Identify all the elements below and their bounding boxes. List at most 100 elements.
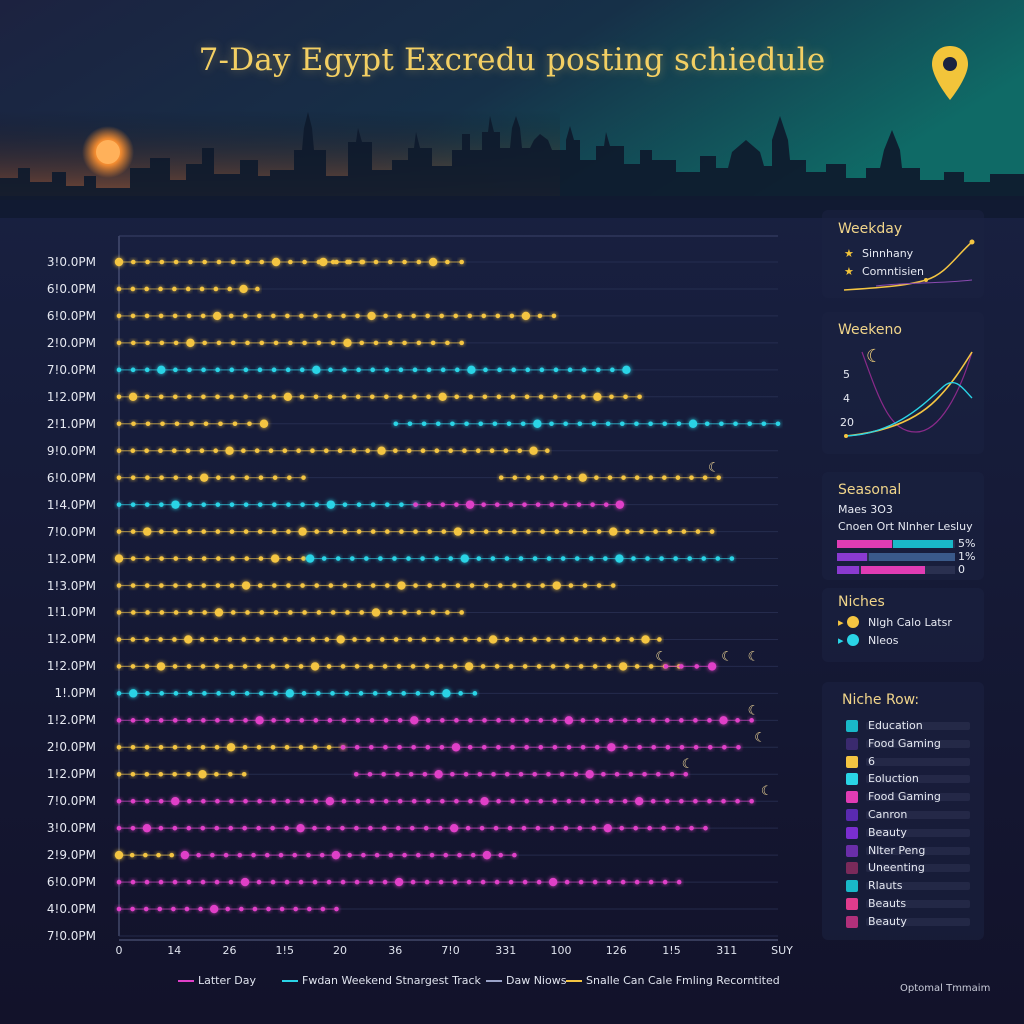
y-tick-label: 1!2.0PM bbox=[46, 389, 96, 404]
data-point bbox=[761, 421, 767, 427]
data-point bbox=[242, 744, 248, 750]
data-point bbox=[464, 421, 469, 427]
data-point bbox=[387, 691, 392, 696]
data-point bbox=[313, 718, 319, 723]
y-tick-label: 1!4.0PM bbox=[46, 497, 96, 512]
data-point bbox=[130, 637, 136, 642]
crescent-marker: ☾ bbox=[761, 784, 773, 799]
data-point bbox=[245, 610, 250, 615]
data-point bbox=[259, 340, 265, 346]
data-point bbox=[430, 610, 436, 615]
data-point bbox=[258, 556, 264, 561]
data-point bbox=[328, 529, 334, 534]
data-point bbox=[566, 394, 572, 400]
data-point bbox=[490, 556, 496, 561]
data-point bbox=[491, 771, 496, 777]
seasonal-value-2: 1% bbox=[958, 550, 976, 563]
data-point bbox=[354, 879, 360, 885]
data-point bbox=[601, 771, 606, 777]
data-point bbox=[159, 610, 165, 615]
data-point bbox=[272, 583, 277, 588]
data-point bbox=[482, 718, 487, 723]
seasonal-line2: Cnoen Ort Nlnher Lesluy bbox=[838, 520, 973, 533]
data-point bbox=[257, 798, 262, 804]
data-point bbox=[369, 718, 375, 723]
data-point bbox=[481, 502, 486, 507]
data-point bbox=[130, 313, 136, 319]
data-point bbox=[298, 527, 307, 536]
data-point bbox=[445, 340, 450, 346]
data-point bbox=[145, 556, 150, 561]
data-point bbox=[647, 825, 652, 831]
data-point bbox=[201, 529, 207, 534]
data-point bbox=[186, 798, 192, 804]
data-point bbox=[664, 798, 670, 804]
data-point bbox=[398, 367, 404, 373]
data-point bbox=[411, 313, 416, 319]
data-point bbox=[144, 313, 150, 319]
data-point bbox=[506, 421, 512, 427]
data-point bbox=[243, 529, 249, 534]
seasonal-line1: Maes 3O3 bbox=[838, 503, 893, 516]
data-point bbox=[439, 313, 444, 319]
data-point bbox=[633, 825, 638, 831]
data-point bbox=[213, 311, 222, 321]
data-point bbox=[675, 475, 681, 480]
data-point bbox=[551, 313, 557, 319]
data-point bbox=[215, 798, 220, 804]
x-tick-label: 7!0 bbox=[441, 944, 460, 957]
data-point bbox=[330, 610, 336, 615]
data-point bbox=[480, 664, 486, 669]
data-point bbox=[185, 448, 191, 454]
data-point bbox=[493, 825, 499, 831]
location-pin-icon bbox=[932, 46, 968, 100]
data-point bbox=[494, 879, 500, 885]
data-point bbox=[341, 313, 346, 319]
data-point bbox=[173, 691, 179, 696]
niche-row-label: Uneenting bbox=[868, 861, 925, 875]
data-point bbox=[573, 771, 579, 777]
y-tick-label: 7!0.0PM bbox=[46, 524, 96, 539]
data-point bbox=[347, 852, 352, 858]
data-point bbox=[621, 475, 626, 480]
data-point bbox=[440, 367, 446, 373]
data-point bbox=[580, 718, 586, 723]
data-point bbox=[282, 448, 288, 454]
data-point bbox=[553, 367, 559, 373]
y-tick-label: 2!0.0PM bbox=[46, 335, 96, 350]
data-point bbox=[156, 852, 161, 858]
data-point bbox=[413, 529, 418, 534]
data-point bbox=[524, 798, 530, 804]
data-point bbox=[300, 583, 305, 588]
data-point bbox=[413, 502, 418, 507]
data-point bbox=[370, 367, 376, 373]
data-point bbox=[173, 475, 179, 480]
data-point bbox=[619, 825, 625, 831]
niche-color-swatch bbox=[846, 898, 858, 910]
data-point bbox=[271, 798, 276, 804]
legend-swatch bbox=[566, 980, 582, 982]
data-point bbox=[693, 798, 698, 804]
data-point bbox=[371, 608, 381, 617]
data-point bbox=[203, 421, 209, 427]
data-point bbox=[664, 718, 670, 723]
data-point bbox=[592, 664, 598, 669]
data-point bbox=[145, 259, 150, 265]
data-point bbox=[187, 502, 192, 507]
niche-row-item: Education bbox=[846, 719, 970, 733]
data-point bbox=[186, 313, 192, 319]
data-point bbox=[340, 879, 346, 885]
data-point bbox=[200, 664, 206, 669]
crescent-marker: ☾ bbox=[754, 730, 766, 745]
play-icon: ▸ bbox=[838, 616, 844, 629]
data-point bbox=[130, 744, 136, 750]
data-point bbox=[116, 421, 122, 427]
niche-row-item: Beauts bbox=[846, 897, 970, 911]
data-point bbox=[469, 583, 475, 588]
data-point bbox=[302, 610, 307, 615]
data-point bbox=[173, 610, 179, 615]
data-point bbox=[368, 879, 374, 885]
data-point bbox=[459, 340, 464, 346]
y-tick-label: 1!2.0PM bbox=[46, 551, 96, 566]
legend-label: Daw Niows bbox=[506, 974, 567, 987]
